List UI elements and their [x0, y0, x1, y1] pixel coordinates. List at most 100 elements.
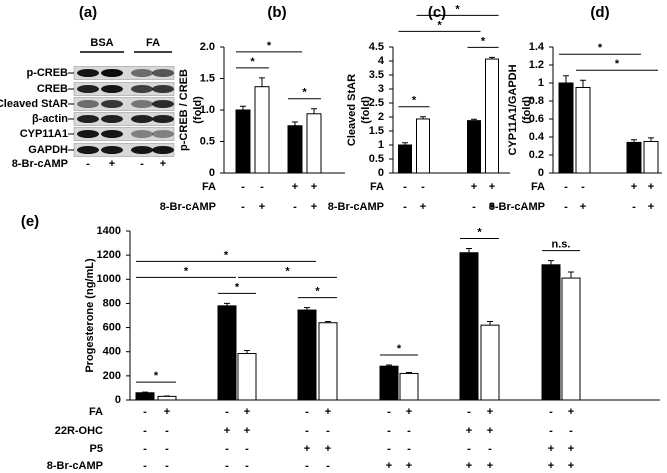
condition-sign: -: [143, 425, 147, 437]
condition-sign: +: [325, 406, 331, 418]
error-bar: [292, 121, 298, 126]
condition-sign: -: [165, 460, 169, 472]
comparison-label: *: [315, 286, 320, 298]
blot-band: [131, 146, 153, 154]
bar: [416, 118, 430, 174]
error-bar: [580, 79, 586, 88]
condition-sign: -: [225, 406, 229, 418]
condition-sign: -: [143, 406, 147, 418]
error-bar: [563, 75, 569, 83]
condition-sign: -: [564, 201, 568, 213]
condition-sign: +: [311, 181, 317, 193]
condition-label: FA: [202, 181, 216, 193]
condition-sign: +: [466, 460, 472, 472]
condition-sign: -: [387, 425, 391, 437]
y-tick-label: 2: [378, 111, 384, 123]
blot-band: [101, 100, 123, 108]
treatment-label: 8-Br-cAMP: [12, 158, 68, 170]
blot: BSA FA: [80, 37, 172, 53]
bar: [643, 141, 659, 174]
condition-sign: +: [386, 460, 392, 472]
comparison-label: *: [477, 226, 482, 238]
y-tick-label: 1.5: [369, 125, 384, 137]
row-label: GAPDH: [28, 144, 68, 156]
error-bar: [487, 321, 493, 326]
condition-sign: -: [245, 443, 249, 455]
treatment-sign: -: [86, 158, 90, 170]
blot-band: [152, 130, 174, 138]
condition-label: FA: [89, 406, 103, 418]
y-axis-label: CYP11A1/GAPDH: [507, 64, 519, 155]
condition-sign: +: [489, 181, 495, 193]
bar: [459, 252, 479, 401]
error-bar: [142, 391, 148, 393]
comparison-label: *: [412, 95, 417, 107]
condition-label: FA: [370, 181, 384, 193]
blot-band: [101, 115, 123, 123]
bar: [235, 109, 251, 174]
bar: [318, 322, 338, 401]
y-axis-label: (fold): [521, 96, 533, 124]
y-tick-label: 1.5: [200, 72, 215, 84]
group-label: BSA: [90, 37, 113, 49]
y-tick-label: 0.4: [529, 131, 545, 143]
condition-label: FA: [531, 181, 545, 193]
y-tick-label: 1: [538, 77, 544, 89]
y-tick-label: 800: [103, 297, 121, 309]
bar: [135, 392, 155, 401]
error-bar: [406, 371, 412, 374]
panel-label: (e): [21, 213, 39, 230]
condition-sign: +: [244, 425, 250, 437]
y-tick-label: 1.4: [529, 41, 545, 53]
condition-sign: -: [225, 443, 229, 455]
bar: [254, 86, 270, 174]
comparison-label: *: [615, 58, 620, 70]
bar: [379, 365, 399, 401]
error-bar: [568, 271, 574, 279]
condition-sign: -: [305, 425, 309, 437]
bar: [237, 353, 257, 401]
row-label: p-CREB: [26, 67, 68, 79]
comparison-label: *: [598, 42, 603, 54]
condition-sign: -: [241, 201, 245, 213]
blot-band: [101, 85, 123, 93]
condition-sign: +: [471, 181, 477, 193]
error-bar: [386, 364, 392, 367]
condition-sign: +: [487, 425, 493, 437]
y-tick-label: 4.5: [369, 41, 384, 53]
y-tick-label: 0.5: [200, 135, 215, 147]
bar: [398, 144, 412, 174]
y-axis-label: Cleaved StAR: [346, 74, 358, 146]
blot-band: [152, 69, 174, 77]
comparison-label: *: [154, 370, 159, 382]
blot-band: [131, 100, 153, 108]
condition-label: 8-Br-cAMP: [47, 460, 103, 472]
bar: [467, 120, 481, 174]
condition-sign: +: [568, 443, 574, 455]
row-label: CYP11A1: [20, 128, 68, 140]
blot-band: [77, 85, 99, 93]
condition-sign: -: [241, 181, 245, 193]
blot-band: [101, 69, 123, 77]
error-bar: [631, 139, 637, 143]
condition-sign: +: [406, 406, 412, 418]
error-bar: [311, 108, 317, 114]
panel-label: (a): [79, 4, 97, 21]
condition-sign: -: [225, 460, 229, 472]
condition-sign: +: [568, 460, 574, 472]
error-bar: [420, 116, 426, 119]
condition-sign: +: [631, 181, 637, 193]
error-bar: [259, 77, 265, 87]
condition-sign: -: [564, 181, 568, 193]
blot-band: [77, 115, 99, 123]
comparison-label: *: [285, 265, 290, 277]
blot-band: [77, 146, 99, 154]
comparison-label: *: [235, 281, 240, 293]
y-tick-label: 1.0: [200, 104, 215, 116]
condition-sign: -: [387, 406, 391, 418]
comparison-label: *: [455, 3, 460, 15]
condition-label: 8-Br-cAMP: [328, 201, 384, 213]
panel-label: (d): [590, 4, 609, 21]
treatment-sign: +: [160, 158, 166, 170]
group-label: FA: [146, 37, 160, 49]
